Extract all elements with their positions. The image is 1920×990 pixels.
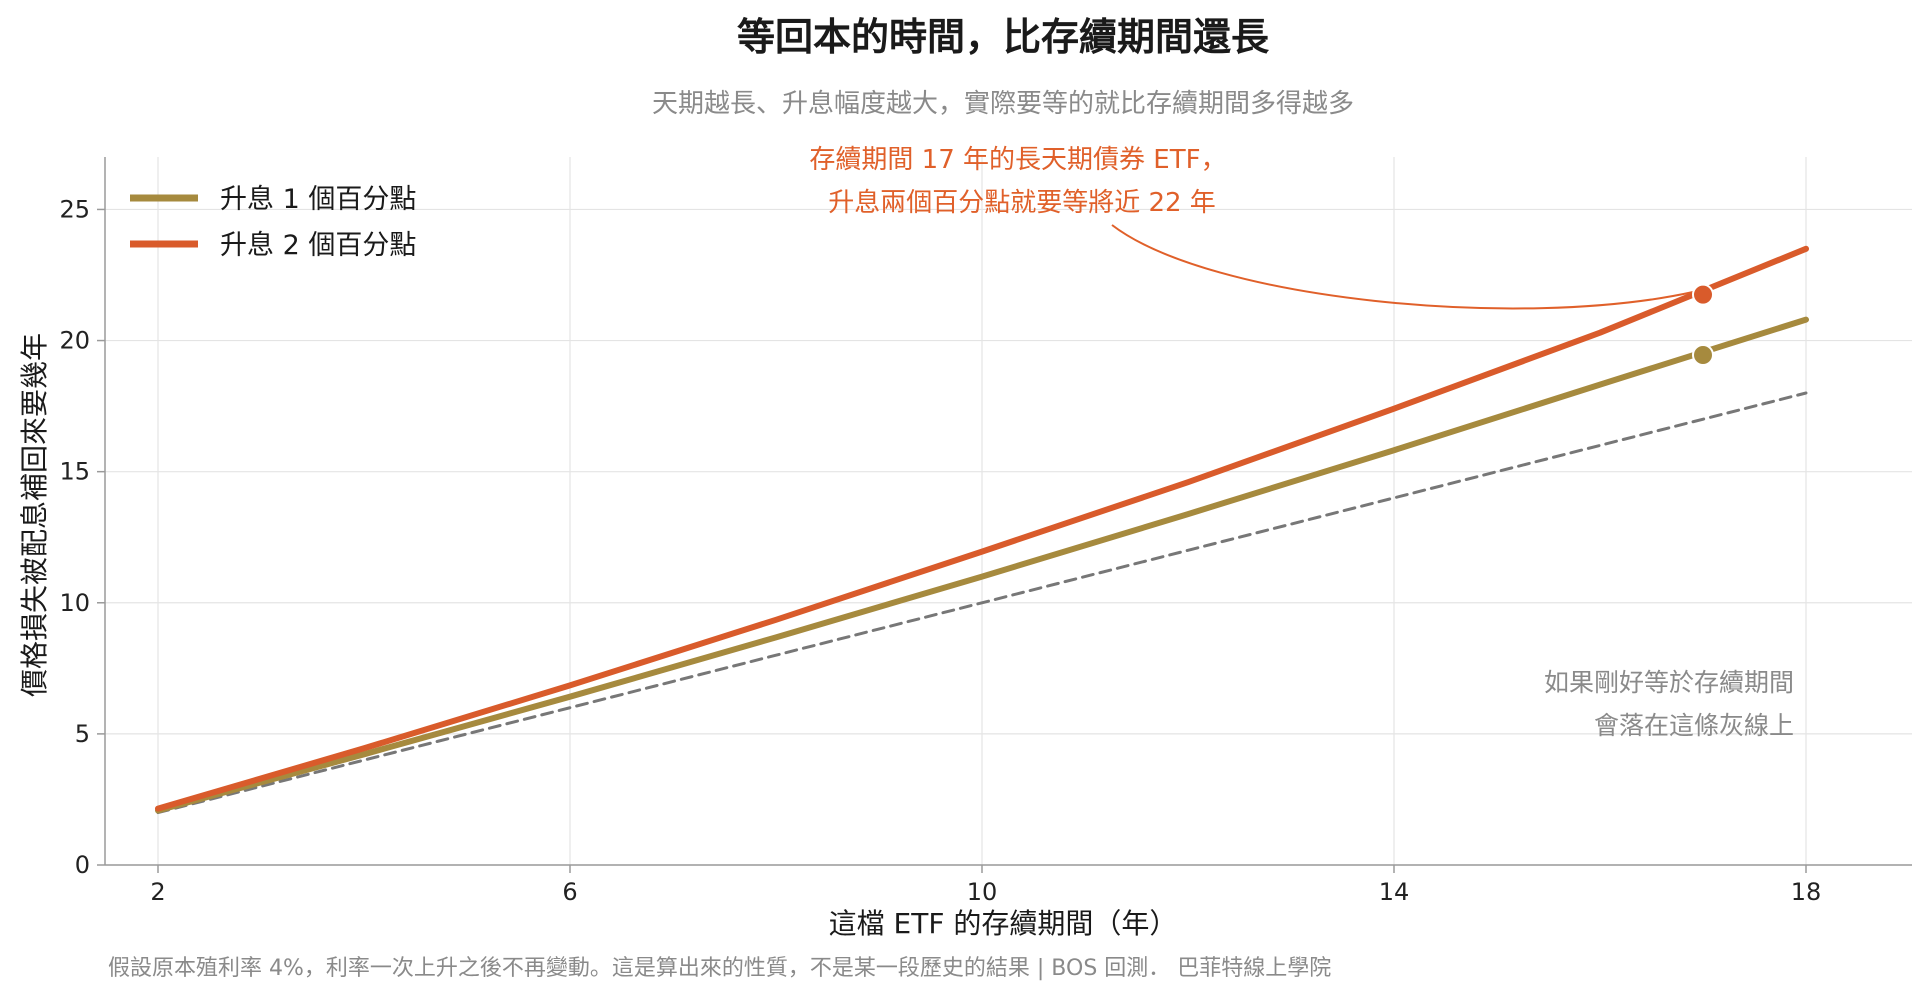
- reference-line: [156, 391, 1808, 815]
- annotation-connector: [1111, 224, 1694, 310]
- y-ticks: 0 5 10 15 20 25: [59, 195, 105, 879]
- y-axis-label: 價格損失被配息補回來要幾年: [18, 333, 51, 697]
- y-tick-label: 10: [59, 589, 90, 617]
- series-line-rate-1: [155, 316, 1809, 814]
- y-tick-label: 20: [59, 327, 90, 355]
- highlight-points: [1692, 283, 1714, 366]
- highlight-point-2: [1692, 283, 1714, 306]
- y-tick-label: 0: [75, 851, 90, 879]
- annotation-orange-line2: 升息兩個百分點就要等將近 22 年: [828, 188, 1216, 218]
- series-line-rate-2: [155, 245, 1809, 812]
- x-ticks: 2 6 10 14 18: [150, 865, 1821, 906]
- annotation-gray-line2: 會落在這條灰線上: [1594, 711, 1794, 740]
- legend-label-rate-2: 升息 2 個百分點: [220, 230, 416, 261]
- chart-subtitle: 天期越長、升息幅度越大，實際要等的就比存續期間多得越多: [652, 89, 1354, 119]
- x-axis-label: 這檔 ETF 的存續期間（年）: [829, 907, 1178, 940]
- y-tick-label: 5: [75, 720, 90, 748]
- x-tick-label: 6: [562, 878, 577, 906]
- x-tick-label: 2: [150, 878, 165, 906]
- highlight-point-1: [1692, 343, 1714, 366]
- footer-note: 假設原本殖利率 4%，利率一次上升之後不再變動。這是算出來的性質，不是某一段歷史…: [108, 956, 1331, 981]
- annotation-gray-line1: 如果剛好等於存續期間: [1544, 668, 1794, 697]
- x-tick-label: 18: [1791, 878, 1822, 906]
- axes: [104, 157, 1912, 866]
- x-tick-label: 10: [967, 878, 998, 906]
- y-tick-label: 15: [59, 458, 90, 486]
- annotation-orange-line1: 存續期間 17 年的長天期債券 ETF，: [809, 145, 1226, 175]
- x-tick-label: 14: [1379, 878, 1410, 906]
- chart-title: 等回本的時間，比存續期間還長: [737, 15, 1270, 59]
- series: [155, 245, 1809, 815]
- y-tick-label: 25: [59, 195, 90, 223]
- grid: [105, 157, 1912, 866]
- legend: 升息 1 個百分點 升息 2 個百分點: [130, 184, 416, 261]
- legend-label-rate-1: 升息 1 個百分點: [220, 184, 416, 215]
